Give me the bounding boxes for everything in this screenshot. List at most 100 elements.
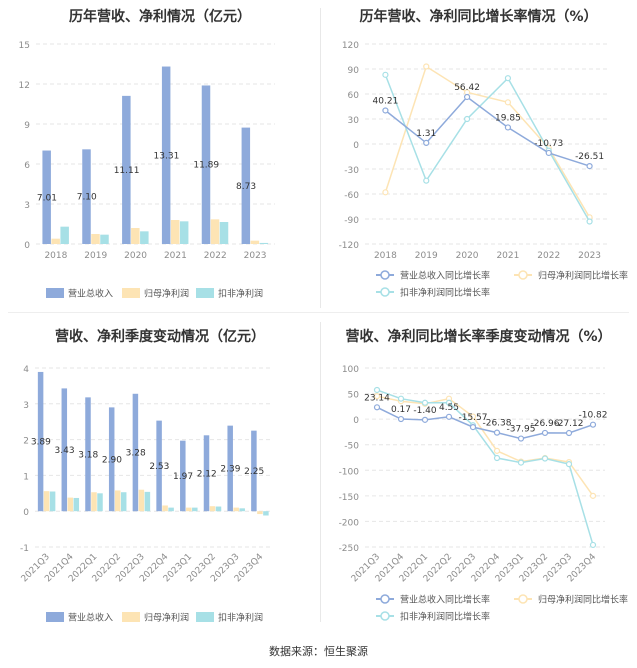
series-point-2: [589, 541, 597, 549]
y-tick-label: 9: [24, 121, 30, 131]
x-tick-label: 2019: [84, 251, 107, 261]
series-line-0: [384, 95, 590, 167]
data-label: -27.12: [554, 419, 583, 429]
data-label: -10.82: [578, 411, 607, 421]
data-label: 2.39: [220, 464, 240, 474]
quarter-amount-title: 营收、净利季度变动情况（亿元）: [55, 329, 265, 345]
y-tick-label: 100: [342, 365, 359, 375]
data-label: 19.85: [495, 113, 521, 123]
series-point-2: [373, 386, 381, 394]
series-point-2: [382, 71, 389, 78]
series-point-2: [504, 75, 512, 82]
series-point-1: [493, 447, 501, 454]
series-line-1: [376, 395, 594, 497]
x-tick-label: 2023: [244, 251, 267, 261]
legend-label-1: 归母净利润: [144, 612, 189, 624]
data-label: 7.10: [77, 193, 97, 203]
data-label: 0.17: [391, 405, 411, 415]
bar-2: [168, 507, 174, 512]
series-point-0: [586, 162, 593, 170]
series-point-2: [565, 461, 573, 468]
y-tick-label: -90: [344, 216, 359, 226]
legend-label-1: 归母净利润同比增长率: [538, 270, 628, 282]
y-tick-label: -100: [339, 467, 360, 477]
bar-1: [67, 497, 74, 512]
x-tick-label: 2018: [44, 251, 67, 261]
legend-marker-0: [380, 270, 390, 280]
bar-0: [161, 66, 171, 245]
annual-amount-title: 历年营收、净利情况（亿元）: [69, 9, 251, 25]
bar-2: [179, 221, 189, 244]
y-tick-label: -60: [344, 191, 359, 201]
legend-label-0: 营业总收入同比增长率: [400, 594, 490, 606]
quarter-growth-panel: 营收、净利同比增长率季度变动情况（%） -250 -200 -150 -100 -50 0…: [320, 314, 637, 636]
quarter-amount-chart: -1012342021Q32021Q42022Q12022Q22022Q3202…: [20, 365, 272, 624]
y-tick-label: 50: [348, 391, 360, 401]
data-label: 11.89: [193, 161, 219, 171]
bar-0: [61, 388, 68, 512]
y-tick-label: -250: [339, 544, 360, 554]
legend-label-2: 扣非净利润: [218, 612, 263, 624]
legend-marker-1: [518, 270, 528, 280]
legend-label-0: 营业总收入: [68, 288, 113, 300]
annual-growth-panel: 历年营收、净利同比增长率情况（%） -120 -90 -60 -30 0 30 60 90 12…: [320, 0, 637, 312]
data-label: 2.25: [244, 467, 264, 477]
series-point-1: [469, 413, 477, 420]
vertical-divider-top: [320, 8, 321, 308]
legend-label-0: 营业总收入同比增长率: [400, 270, 490, 282]
bar-2: [97, 493, 103, 512]
legend-swatch-0: [46, 288, 64, 298]
data-label: 13.31: [154, 151, 180, 161]
bar-1: [43, 491, 50, 512]
bar-1: [170, 220, 180, 244]
y-tick-label: 4: [23, 365, 29, 375]
bar-0: [227, 425, 233, 512]
data-label: 11.11: [114, 166, 140, 176]
y-tick-label: -150: [339, 493, 360, 503]
data-label: 1.97: [173, 472, 193, 482]
series-line-2: [376, 389, 594, 546]
data-label: 7.01: [37, 193, 57, 203]
bar-1: [131, 228, 140, 244]
y-tick-label: 0: [353, 141, 359, 151]
y-tick-label: 90: [348, 66, 360, 76]
annual-amount-panel: 历年营收、净利情况（亿元） 0 3 6 9 12 15 2018 2019 2020 2021 20…: [0, 0, 320, 312]
bar-0: [42, 150, 51, 244]
series-point-0: [541, 429, 549, 437]
series-line-2: [384, 74, 591, 222]
data-label: 3.43: [55, 446, 75, 456]
series-point-2: [493, 454, 501, 462]
series-point-1: [504, 99, 512, 106]
bar-1: [233, 507, 239, 512]
y-tick-label: 60: [348, 91, 360, 101]
bar-0: [203, 435, 210, 512]
legend-label-1: 归母净利润: [144, 288, 189, 300]
series-point-0: [469, 424, 477, 431]
series-point-0: [493, 429, 501, 436]
bar-1: [138, 489, 145, 512]
bar-2: [239, 508, 245, 512]
legend-swatch-2: [196, 612, 214, 622]
y-tick-label: 3: [23, 401, 29, 411]
bar-0: [122, 95, 131, 244]
data-label: -26.51: [575, 152, 604, 162]
legend-marker-1: [518, 594, 528, 604]
bar-0: [180, 440, 186, 512]
x-tick-label: 2022: [537, 251, 560, 261]
y-tick-label: 15: [19, 41, 30, 51]
series-point-1: [423, 63, 430, 70]
y-tick-label: -200: [339, 518, 360, 528]
bar-1: [91, 492, 97, 512]
bar-2: [259, 242, 269, 244]
bar-1: [162, 505, 168, 512]
series-point-0: [373, 404, 381, 411]
x-tick-label: 2023: [578, 251, 601, 261]
legend-label-2: 扣非净利润同比增长率: [400, 611, 490, 623]
bar-0: [201, 85, 211, 244]
bar-1: [209, 506, 216, 512]
y-tick-label: -30: [344, 166, 359, 176]
x-tick-label: 2020: [456, 251, 479, 261]
series-point-0: [517, 435, 525, 442]
x-tick-label: 2018: [374, 251, 397, 261]
bar-1: [257, 511, 263, 515]
